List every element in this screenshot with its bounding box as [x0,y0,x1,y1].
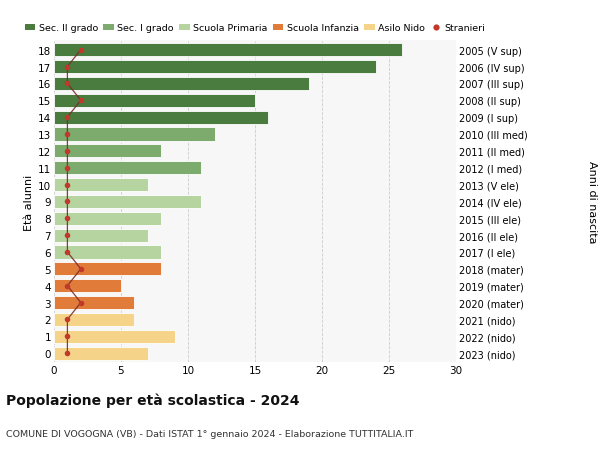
Point [76,47,86,54]
Point [62,114,72,122]
Point [62,80,72,88]
Legend: Sec. II grado, Sec. I grado, Scuola Primaria, Scuola Infanzia, Asilo Nido, Stran: Sec. II grado, Sec. I grado, Scuola Prim… [25,24,485,34]
Bar [54,246,161,259]
Point [62,64,72,71]
Point [62,165,72,172]
Point [62,249,72,256]
Point [76,266,86,273]
Point [62,350,72,357]
Bar [54,128,215,141]
Point [62,215,72,223]
Bar [54,44,403,57]
Bar [54,280,121,293]
Bar [54,196,202,208]
Bar [54,162,202,175]
Bar [54,330,175,343]
Bar [54,263,161,276]
Point [62,232,72,239]
Bar [54,145,161,158]
Text: COMUNE DI VOGOGNA (VB) - Dati ISTAT 1° gennaio 2024 - Elaborazione TUTTITALIA.IT: COMUNE DI VOGOGNA (VB) - Dati ISTAT 1° g… [6,429,413,438]
Bar [54,179,148,192]
Point [76,299,86,307]
Point [62,198,72,206]
Bar [54,111,268,124]
Bar [54,95,255,107]
Bar [54,78,308,91]
Text: Anni di nascita: Anni di nascita [587,161,597,243]
Point [62,316,72,324]
Text: Popolazione per età scolastica - 2024: Popolazione per età scolastica - 2024 [6,392,299,407]
Bar [54,212,161,225]
Bar [54,229,148,242]
Bar [54,297,134,309]
Point [62,282,72,290]
Point [62,181,72,189]
Point [62,131,72,138]
Point [62,333,72,340]
Bar [54,347,148,360]
Bar [54,313,134,326]
Y-axis label: Età alunni: Età alunni [24,174,34,230]
Bar [54,61,376,74]
Point [62,148,72,155]
Point [76,97,86,105]
